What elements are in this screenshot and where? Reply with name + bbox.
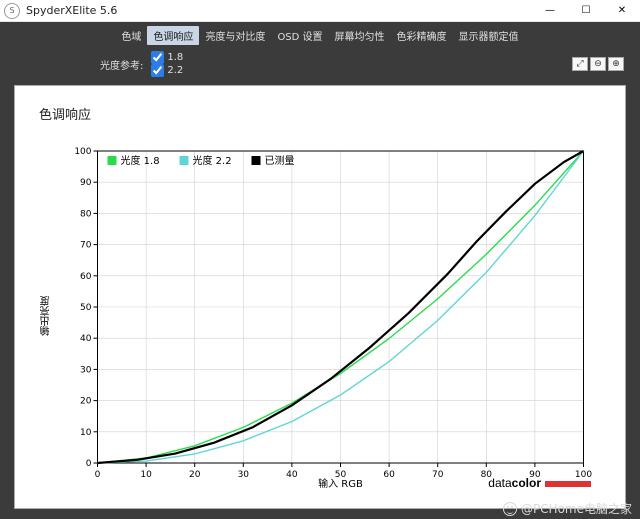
gamma-label: 2.2 xyxy=(167,65,183,76)
svg-text:20: 20 xyxy=(189,470,201,480)
svg-text:20: 20 xyxy=(80,397,92,407)
zoom-btn-0[interactable]: ⤢ xyxy=(572,57,588,71)
svg-text:80: 80 xyxy=(80,209,92,219)
svg-text:输入 RGB: 输入 RGB xyxy=(318,477,363,490)
window-controls: — ☐ ✕ xyxy=(532,0,640,21)
tab-bar: 色域色调响应亮度与对比度OSD 设置屏幕均匀性色彩精确度显示器额定值 xyxy=(0,22,640,45)
app-title: SpyderXElite 5.6 xyxy=(26,4,532,17)
svg-text:30: 30 xyxy=(80,365,92,375)
minimize-button[interactable]: — xyxy=(532,0,568,21)
tab-4[interactable]: 屏幕均匀性 xyxy=(329,26,391,45)
gamma-checkbox-0[interactable] xyxy=(151,51,164,64)
svg-text:40: 40 xyxy=(80,334,92,344)
tab-2[interactable]: 亮度与对比度 xyxy=(199,26,271,45)
tab-5[interactable]: 色彩精确度 xyxy=(391,26,453,45)
gamma-option-1_8[interactable]: 1.8 xyxy=(151,51,183,64)
close-button[interactable]: ✕ xyxy=(604,0,640,21)
svg-text:0: 0 xyxy=(95,470,101,480)
chart-box: 输出亮度 01020304050607080901000102030405060… xyxy=(39,131,601,500)
svg-text:50: 50 xyxy=(80,303,92,313)
y-axis-label: 输出亮度 xyxy=(39,296,54,336)
svg-text:60: 60 xyxy=(80,272,92,282)
title-bar: S SpyderXElite 5.6 — ☐ ✕ xyxy=(0,0,640,22)
app-body: 色域色调响应亮度与对比度OSD 设置屏幕均匀性色彩精确度显示器额定值 光度参考:… xyxy=(0,22,640,519)
svg-text:70: 70 xyxy=(432,470,444,480)
svg-text:光度 2.2: 光度 2.2 xyxy=(193,154,232,167)
svg-text:已测量: 已测量 xyxy=(265,154,295,167)
svg-text:0: 0 xyxy=(86,459,92,469)
options-row: 光度参考: 1.8 2.2 ⤢⊖⊕ xyxy=(0,45,640,83)
options-label: 光度参考: xyxy=(100,57,143,72)
svg-text:30: 30 xyxy=(238,470,250,480)
maximize-button[interactable]: ☐ xyxy=(568,0,604,21)
paper-wrap: 色调响应 输出亮度 0 10 20 30 40 50 60 70 80 90 100 0 10 20 30 4… xyxy=(0,83,640,519)
svg-text:90: 90 xyxy=(80,178,92,188)
svg-text:40: 40 xyxy=(286,470,298,480)
tab-0[interactable]: 色域 xyxy=(115,26,147,45)
tab-3[interactable]: OSD 设置 xyxy=(271,26,328,45)
zoom-btn-1[interactable]: ⊖ xyxy=(590,57,606,71)
gamma-label: 1.8 xyxy=(167,52,183,63)
zoom-controls: ⤢⊖⊕ xyxy=(572,57,624,71)
brand-watermark: datacolor xyxy=(488,476,591,490)
app-icon: S xyxy=(4,3,20,19)
svg-text:光度 1.8: 光度 1.8 xyxy=(121,154,160,167)
chart-paper: 色调响应 输出亮度 0 10 20 30 40 50 60 70 80 90 100 0 10 20 30 4… xyxy=(14,85,626,509)
svg-text:70: 70 xyxy=(80,241,92,251)
chart-plot: 0102030405060708090100010203040506070809… xyxy=(56,131,601,500)
svg-text:10: 10 xyxy=(80,428,92,438)
svg-text:100: 100 xyxy=(74,147,91,157)
tab-1[interactable]: 色调响应 xyxy=(147,26,199,45)
tab-6[interactable]: 显示器额定值 xyxy=(453,26,525,45)
zoom-btn-2[interactable]: ⊕ xyxy=(608,57,624,71)
gamma-checkbox-1[interactable] xyxy=(151,64,164,77)
svg-text:10: 10 xyxy=(140,470,152,480)
chart-title: 色调响应 xyxy=(39,104,601,123)
svg-text:60: 60 xyxy=(383,470,395,480)
gamma-option-2_2[interactable]: 2.2 xyxy=(151,64,183,77)
chart-svg: 0102030405060708090100010203040506070809… xyxy=(56,131,601,491)
